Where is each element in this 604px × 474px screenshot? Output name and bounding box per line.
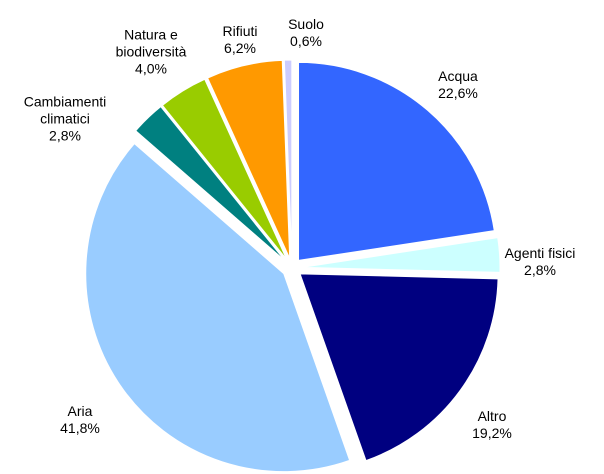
value-label: 6,2% <box>224 40 256 56</box>
slice-label: Cambiamenti climatici 2,8% <box>10 94 120 145</box>
slice-label: Agenti fisici 2,8% <box>480 245 600 279</box>
category-label: Acqua <box>438 68 478 84</box>
category-label: Altro <box>477 408 507 424</box>
slice-label: Altro 19,2% <box>432 408 552 442</box>
value-label: 41,8% <box>60 420 100 436</box>
pie-slice <box>298 61 495 261</box>
value-label: 22,6% <box>438 85 478 101</box>
value-label: 2,8% <box>524 262 556 278</box>
pie-slice <box>283 59 293 259</box>
pie-slice <box>135 105 286 262</box>
pie-slice <box>161 78 288 260</box>
pie-slice <box>206 59 291 259</box>
slice-label: Aria 41,8% <box>20 403 140 437</box>
category-label: Aria <box>67 403 93 419</box>
category-label: Natura e biodiversità <box>115 26 187 60</box>
slice-label: Rifiuti 6,2% <box>200 23 280 57</box>
pie-slice <box>301 237 501 273</box>
value-label: 0,6% <box>290 33 322 49</box>
category-label: Agenti fisici <box>504 245 576 261</box>
slice-label: Suolo 0,6% <box>266 16 346 50</box>
category-label: Rifiuti <box>222 23 258 39</box>
pie-slice <box>85 142 351 473</box>
category-label: Suolo <box>288 16 324 32</box>
value-label: 2,8% <box>49 127 81 144</box>
category-label: Cambiamenti climatici <box>23 93 107 127</box>
value-label: 4,0% <box>135 60 167 77</box>
value-label: 19,2% <box>472 425 512 441</box>
slice-label: Natura e biodiversità 4,0% <box>96 27 206 78</box>
pie-slice <box>299 273 499 462</box>
slice-label: Acqua 22,6% <box>398 68 518 102</box>
